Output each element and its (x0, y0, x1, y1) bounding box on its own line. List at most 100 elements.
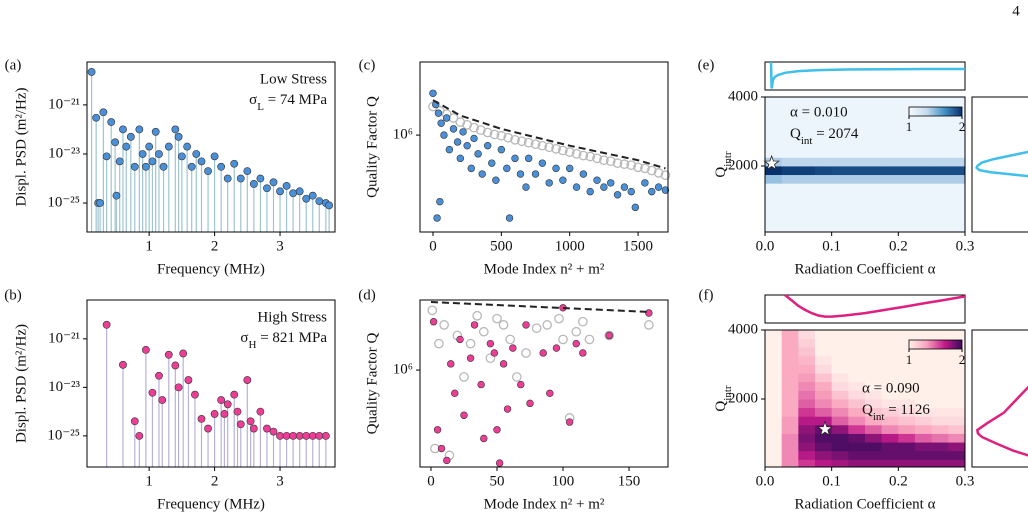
y-tick-label: 10⁻²¹ (48, 330, 80, 346)
heatmap-cell (865, 347, 883, 357)
model-point (626, 160, 637, 171)
heatmap-cell (881, 157, 899, 167)
heatmap-cell (898, 148, 916, 158)
heatmap-cell (765, 140, 783, 150)
model-point (599, 155, 609, 166)
heatmap-cell (798, 200, 816, 210)
heatmap-cell (931, 226, 949, 233)
peak-marker (249, 180, 258, 188)
heatmap-cell (881, 355, 899, 365)
annotation: σH = 821 MPa (240, 330, 327, 350)
heatmap-cell (898, 407, 916, 417)
heatmap-cell (948, 347, 966, 357)
x-tick-label: 100 (552, 473, 575, 489)
annotation: α = 0.010 (790, 104, 848, 120)
heatmap-cell (931, 148, 949, 158)
measured-point (538, 159, 547, 167)
x-tick-label: 0.3 (956, 238, 975, 254)
heatmap-cell (865, 442, 883, 452)
peak-marker (126, 132, 135, 141)
model-point (542, 320, 553, 330)
measured-point (495, 459, 504, 467)
heatmap-cell (881, 226, 899, 233)
model-point (521, 348, 531, 358)
peak-marker (158, 396, 167, 404)
heatmap-cell (881, 148, 899, 158)
heatmap-cell (881, 450, 899, 460)
heatmap-cell (898, 399, 916, 409)
measured-point (566, 164, 574, 173)
measured-point (511, 154, 519, 163)
peak-marker (204, 424, 212, 433)
measured-point (434, 109, 443, 117)
heatmap-cell (781, 157, 799, 167)
model-point (577, 316, 588, 327)
heatmap-cell (831, 209, 849, 219)
model-point (653, 168, 664, 178)
heatmap-cell (931, 442, 949, 452)
model-point (475, 125, 486, 135)
heatmap-cell (848, 416, 866, 426)
heatmap-cell (881, 459, 899, 468)
peak-marker (119, 360, 127, 369)
heatmap-cell (948, 373, 966, 383)
measured-point (605, 331, 613, 340)
marginal-curve (784, 294, 966, 318)
measured-point (483, 141, 492, 150)
measured-point (477, 380, 485, 389)
heatmap-cell (781, 399, 799, 409)
model-point (434, 338, 444, 349)
peak-marker (107, 118, 116, 126)
marginal-curve (769, 61, 965, 89)
heatmap-cell (848, 424, 866, 434)
model-point (523, 137, 534, 148)
heatmap-cell (848, 200, 866, 210)
annotation-part: int (801, 135, 813, 147)
heatmap-cell (848, 381, 866, 391)
model-point (660, 170, 671, 181)
peak-marker (138, 150, 147, 158)
heatmap-cell (781, 416, 799, 426)
heatmap-cell (781, 200, 799, 210)
peak-marker (230, 159, 239, 168)
heatmap-cell (881, 166, 899, 176)
heatmap-cell (915, 381, 933, 391)
heatmap-cell (931, 191, 949, 201)
heatmap-cell (798, 148, 816, 158)
heatmap-cell (848, 338, 866, 348)
heatmap-cell (815, 381, 833, 391)
axes-frame (764, 329, 966, 468)
heatmap-cell (948, 424, 966, 434)
annotation-part: σ (249, 92, 257, 108)
heatmap-cell (948, 442, 966, 452)
x-tick-label: 0.1 (822, 473, 841, 489)
heatmap-cell (765, 131, 783, 141)
heatmap-cell (815, 114, 833, 124)
heatmap-cell (781, 355, 799, 365)
peak-marker (217, 162, 226, 171)
heatmap-cell (865, 157, 883, 167)
heatmap-cell (848, 226, 866, 233)
peak-marker (174, 132, 183, 141)
x-axis-label: Radiation Coefficient α (795, 496, 936, 512)
peak-marker (210, 410, 219, 418)
heatmap-cell (781, 209, 799, 219)
x-tick-label: 0.0 (756, 238, 775, 254)
heatmap-cell (865, 122, 883, 132)
heatmap-cell (948, 122, 966, 132)
peak-marker (155, 150, 163, 158)
colorbar-tick-label: 1 (906, 119, 913, 134)
heatmap-cell (815, 191, 833, 201)
peak-marker (164, 350, 173, 359)
heatmap-cell (948, 390, 966, 400)
axes-frame (764, 294, 966, 324)
peak-marker (223, 174, 232, 183)
x-tick-label: 0.2 (889, 473, 908, 489)
axes-frame (86, 61, 336, 233)
annotation-part: = 1126 (884, 402, 930, 418)
heatmap-cell (948, 166, 966, 176)
heatmap-cell (831, 373, 849, 383)
y-tick-label: 4000 (728, 321, 758, 337)
model-point (472, 310, 483, 321)
heatmap-cell (948, 381, 966, 391)
